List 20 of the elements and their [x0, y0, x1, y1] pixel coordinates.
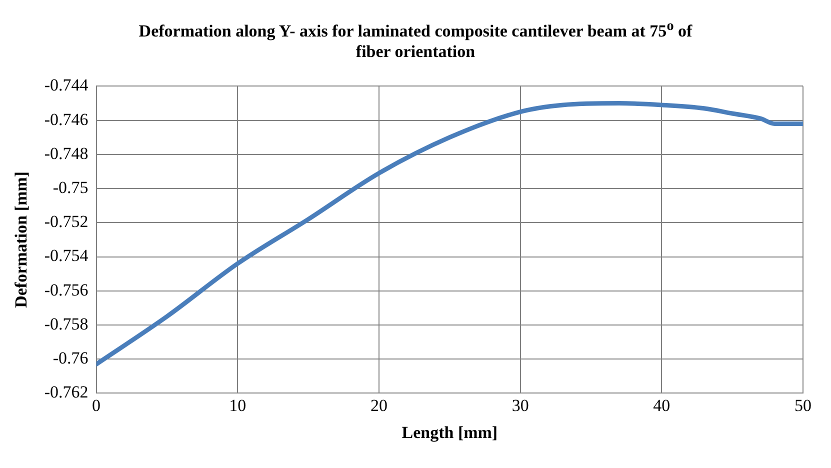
- x-tick-label: 10: [229, 396, 246, 415]
- x-tick-label: 0: [92, 396, 101, 415]
- y-tick-label: -0.752: [44, 212, 88, 232]
- line-series: [96, 101, 803, 366]
- y-tick-label: -0.762: [44, 382, 88, 402]
- x-tick-label: 40: [653, 396, 670, 415]
- x-tick-label: 50: [794, 396, 812, 415]
- chart-title: Deformation along Y- axis for laminated composite cantilever beam at 75$^{o}$ of fiber orientation: [138, 18, 692, 61]
- y-tick-label: -0.75: [52, 178, 88, 197]
- x-tick-label: 30: [512, 396, 529, 415]
- y-tick-label: -0.754: [44, 246, 89, 266]
- y-tick-label: -0.756: [44, 280, 88, 300]
- y-tick-label: -0.744: [44, 76, 89, 95]
- x-tick-label: 20: [370, 396, 388, 415]
- y-tick-label: -0.748: [44, 144, 88, 163]
- x-axis-title: Length [mm]: [402, 423, 498, 442]
- y-tick-label: -0.746: [44, 110, 88, 129]
- y-tick-label: -0.76: [52, 348, 88, 368]
- y-axis-title: Deformation [mm]: [12, 171, 31, 308]
- y-tick-label: -0.758: [44, 314, 88, 334]
